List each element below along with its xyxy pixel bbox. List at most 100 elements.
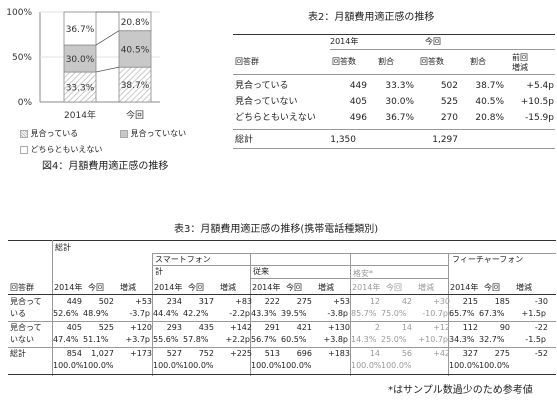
table3-head-diff: 増減	[220, 283, 236, 292]
table3-cell: 502	[98, 297, 114, 306]
legend-label-3: どちらともいえない	[30, 145, 103, 154]
table3-group-divider	[250, 254, 251, 376]
table3-head-now: 今回	[386, 283, 402, 292]
table3-cell-pct: 47.4%	[53, 335, 79, 344]
table3-cell: 527	[166, 349, 182, 358]
table3-cell: +183	[328, 349, 350, 358]
table3-cell: +53	[333, 297, 350, 306]
table3-cell-pct-diff: +3.8p	[323, 335, 348, 344]
table3-cell-pct: 100.0%	[479, 361, 510, 370]
table2-cell-count-2014: 449	[349, 81, 367, 91]
table3-cell: 185	[494, 297, 510, 306]
table3-cell-pct: 100.0%	[381, 361, 412, 370]
table3-cell-pct-diff: +2.2p	[225, 335, 250, 344]
table3-head-year: 2014年	[352, 283, 381, 292]
table3-cell: 2	[374, 323, 380, 332]
legend-swatch-gray	[120, 129, 128, 138]
chart-ytick-label: 100%	[6, 8, 32, 18]
table3-head-diff: 増減	[318, 283, 334, 292]
table3-row-rule	[8, 321, 556, 322]
table3-top-rule	[8, 240, 556, 241]
table3-cell-pct: 43.3%	[251, 309, 277, 318]
table3-cell-pct-diff: -1.5p	[525, 335, 546, 344]
table3-row-rule	[8, 347, 556, 348]
table3-cell: +173	[130, 349, 152, 358]
table3-head-now: 今回	[484, 283, 500, 292]
table3-cell: +130	[328, 323, 350, 332]
table3-cell: 405	[66, 323, 82, 332]
table3-cell: +42	[433, 349, 450, 358]
table3-head-feature: フィーチャーフォン	[452, 255, 524, 264]
table3-head-now: 今回	[188, 283, 204, 292]
table2-colhead-count-now: 回答数	[420, 57, 444, 66]
table2-total-count-now: 1,297	[432, 135, 458, 145]
table2-cell-diff: +10.5p	[520, 97, 554, 107]
table3-cell-pct: 100.0%	[183, 361, 214, 370]
table3-cell: -52	[534, 349, 548, 358]
table2-rule-3	[233, 74, 555, 75]
table3-cell: 14	[369, 349, 380, 358]
table3-total-label: 総計	[10, 349, 26, 358]
table3-head-kakuyasu: 格安*	[353, 269, 373, 278]
chart-connector-line	[95, 66, 120, 73]
table3-cell: 291	[264, 323, 280, 332]
table3-cell-pct-diff: +3.7p	[125, 335, 150, 344]
table3-cell-pct: 100.0%	[83, 361, 114, 370]
table3-head-year: 2014年	[154, 283, 183, 292]
table2-cell-count-2014: 405	[349, 97, 367, 107]
table3-head-year: 2014年	[54, 283, 83, 292]
legend-label-2: 見合っていない	[130, 129, 187, 138]
legend-label-1: 見合っている	[30, 129, 79, 138]
table2-cell-ratio-now: 38.7%	[475, 81, 504, 91]
chart-connector-line	[95, 30, 120, 46]
table3-head-smartphone: スマートフォン	[155, 255, 211, 264]
table3-title: 表3：月額費用適正感の推移(携帯電話種類別)	[174, 224, 379, 235]
table2-cell-ratio-now: 20.8%	[475, 113, 504, 123]
table2-rule-bottom	[233, 148, 555, 149]
chart-bar-segment	[63, 44, 97, 73]
table3-head-diff: 増減	[418, 283, 434, 292]
table2-cell-diff: -15.9p	[525, 113, 554, 123]
table3-cell-pct: 39.5%	[281, 309, 307, 318]
table3-cell-pct: 42.2%	[183, 309, 209, 318]
table2-cell-ratio-2014: 33.3%	[385, 81, 414, 91]
table3-head-diff: 増減	[516, 283, 532, 292]
table3-row-label: いない	[10, 335, 34, 344]
chart-ytick-label: 50%	[12, 53, 32, 63]
table3-cell-pct-diff: -3.7p	[129, 309, 150, 318]
table2-cell-ratio-2014: 30.0%	[385, 97, 414, 107]
table3-group-divider	[350, 254, 351, 376]
table3-cell: 513	[264, 349, 280, 358]
table3-cell: 90	[499, 323, 510, 332]
table2-total-count-2014: 1,350	[330, 135, 356, 145]
table3-footnote: *はサンプル数過少のため参考値	[388, 385, 533, 396]
chart-data-label: 33.3%	[66, 84, 95, 94]
table3-cell-pct: 56.7%	[251, 335, 277, 344]
table3-cell: 234	[166, 297, 182, 306]
chart-ytick-label: 0%	[18, 98, 33, 108]
table3-cell-pct: 48.9%	[83, 309, 109, 318]
table3-cell: 215	[462, 297, 478, 306]
table3-cell: +83	[235, 297, 252, 306]
chart-bar-segment	[63, 11, 97, 46]
chart-data-label: 20.8%	[121, 18, 150, 28]
legend-swatch-white	[20, 145, 28, 154]
legend-item-hatch: 見合っている	[20, 128, 78, 139]
table3-cell: 293	[166, 323, 182, 332]
table3-bottom-rule	[8, 374, 556, 375]
table3-head-jurai: 従来	[253, 267, 269, 276]
table2-cell-ratio-2014: 36.7%	[385, 113, 414, 123]
table2-cell-count-now: 502	[440, 81, 458, 91]
table3-cell-pct: 100.0%	[449, 361, 480, 370]
table3-row-label: いる	[10, 309, 26, 318]
table3-cell: +53	[135, 297, 152, 306]
table2-year-now: 今回	[425, 37, 441, 46]
chart-xtick-label: 2014年	[64, 109, 96, 121]
table2-rule-4	[233, 129, 555, 130]
chart-xtick-label: 今回	[126, 109, 144, 121]
table3-group-divider	[448, 254, 449, 376]
legend-swatch-hatch	[20, 129, 28, 138]
table3-cell: 854	[66, 349, 82, 358]
table3-cell: 449	[66, 297, 82, 306]
table3-head-now: 今回	[286, 283, 302, 292]
